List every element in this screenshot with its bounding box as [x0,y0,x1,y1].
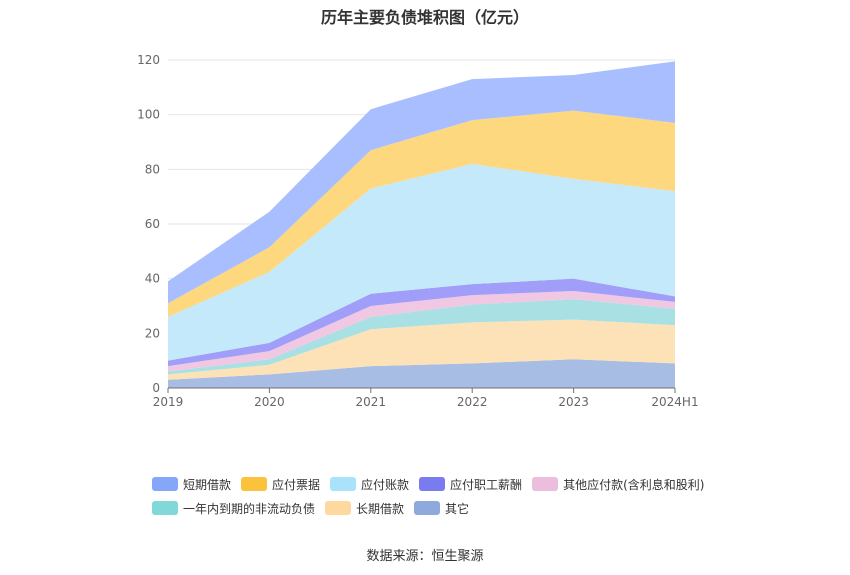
x-tick-label: 2024H1 [651,395,698,409]
y-tick-label: 40 [145,272,160,286]
legend-label: 其它 [445,501,470,516]
y-tick-label: 0 [152,381,160,395]
area-series-0 [168,359,675,388]
legend-row: 一年内到期的非流动负债 长期借款 其它 [152,496,772,520]
legend-swatch [241,477,268,491]
y-tick-label: 20 [145,326,160,340]
legend-label: 一年内到期的非流动负债 [183,501,316,516]
stacked-area-chart: 0 20 40 60 80 100 120 2019 2020 2021 2022 2023 2024H… [137,53,699,409]
area-series-3 [168,290,675,372]
legend-item[interactable]: 一年内到期的非流动负债 [152,500,315,517]
legend-swatch [330,477,357,491]
legend-label: 长期借款 [356,501,405,516]
legend-swatch [532,477,559,491]
y-tick-label: 100 [137,108,160,122]
legend-item[interactable]: 应付职工薪酬 [419,476,522,493]
legend-label: 短期借款 [183,477,232,492]
legend-label: 应付职工薪酬 [450,477,523,492]
legend-label: 其他应付款(含利息和股利) [563,477,705,492]
data-source: 数据来源：恒生聚源 [366,549,484,564]
axes: 0 20 40 60 80 100 120 2019 2020 2021 2022 2023 2024H… [137,53,699,409]
legend-swatch [414,501,441,515]
legend-label: 应付票据 [272,477,321,492]
y-tick-label: 80 [145,162,160,176]
legend-item[interactable]: 应付账款 [330,476,409,493]
x-tick-label: 2019 [153,395,184,409]
x-tick-label: 2022 [457,395,488,409]
x-tick-label: 2020 [254,395,285,409]
legend-item[interactable]: 其它 [414,500,469,517]
area-series-2 [168,299,675,375]
legend-item[interactable]: 长期借款 [325,500,404,517]
legend: 短期借款 应付票据 应付账款 应付职工薪酬 其他应付款(含利息和股利) 一年内到期的非流动… [152,472,772,520]
area-series-1 [168,319,675,380]
chart-title: 历年主要负债堆积图（亿元） [320,8,529,27]
legend-row: 短期借款 应付票据 应付账款 应付职工薪酬 其他应付款(含利息和股利) [152,472,772,496]
y-tick-label: 120 [137,53,160,67]
y-tick-label: 60 [145,217,160,231]
legend-swatch [152,501,178,515]
x-tick-label: 2021 [356,395,387,409]
legend-item[interactable]: 应付票据 [241,476,320,493]
legend-label: 应付账款 [361,477,410,492]
legend-swatch [419,477,446,491]
x-tick-label: 2023 [558,395,589,409]
area-series-6 [168,110,675,317]
area-series [168,61,675,388]
area-series-4 [168,278,675,367]
area-series-5 [168,163,675,361]
legend-swatch [325,501,352,515]
legend-swatch [152,477,178,491]
legend-item[interactable]: 其他应付款(含利息和股利) [532,476,704,493]
legend-item[interactable]: 短期借款 [152,476,231,493]
area-series-7 [168,61,675,304]
